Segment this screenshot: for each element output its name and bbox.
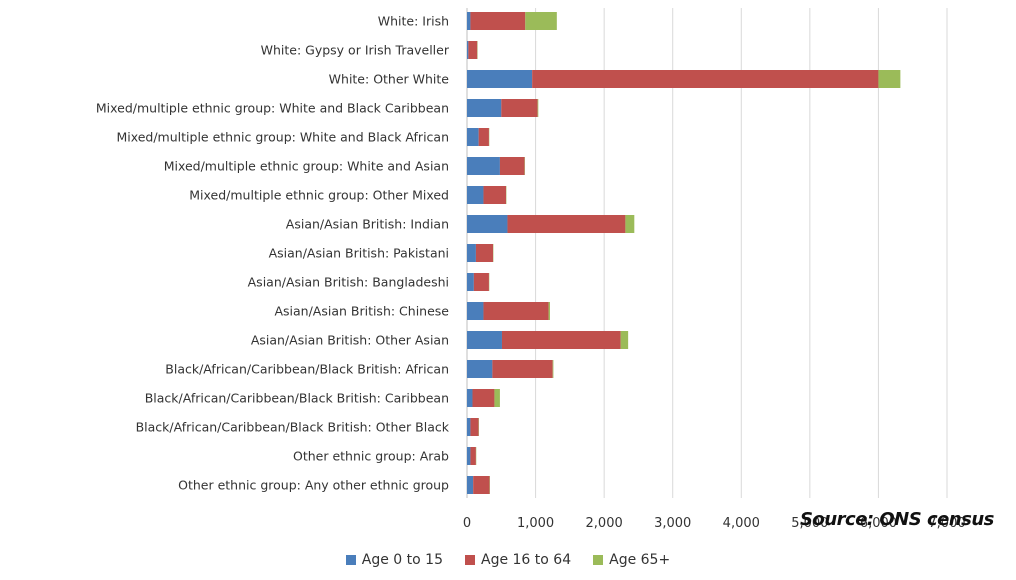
bar-segment [492,360,553,378]
bar-segment [499,157,525,175]
bar-segment [483,302,549,320]
bar-segment [552,360,554,378]
bar-segment [878,70,901,88]
chart: White: Irish White: Gypsy or Irish Travel… [96,8,966,531]
x-tick-label: 3,000 [654,516,691,531]
category-label: Asian/Asian British: Indian [286,217,449,232]
legend-swatch [593,555,604,565]
bar-segment [467,99,502,117]
legend-label: Age 65+ [609,552,671,568]
bar-segment [467,12,471,30]
bar-segment [473,273,489,291]
category-label: Asian/Asian British: Pakistani [269,246,449,261]
bar-segment [467,186,484,204]
bar-segment [467,70,533,88]
bar-segment [467,447,471,465]
bar-segment [467,302,484,320]
legend-swatch [345,555,356,565]
category-label: Black/African/Caribbean/Black British: C… [145,391,449,406]
x-tick-label: 4,000 [723,516,760,531]
category-label: Black/African/Caribbean/Black British: O… [136,420,450,435]
bar-segment [470,447,476,465]
x-tick-label: 7,000 [928,516,965,531]
x-tick-label: 2,000 [586,516,623,531]
bar-segment [625,215,635,233]
bars [467,12,901,494]
bar-segment [501,99,538,117]
bar-segment [507,215,626,233]
bar-segment [537,99,539,117]
category-label: Mixed/multiple ethnic group: White and A… [164,159,449,174]
x-tick-label: 0 [463,516,471,531]
bar-segment [467,244,476,262]
bar-segment [468,41,478,59]
category-label: Asian/Asian British: Bangladeshi [248,275,449,290]
bar-segment [467,41,469,59]
bar-segment [467,331,502,349]
bar-segment [467,360,493,378]
legend-item: Age 0 to 15 [345,552,443,568]
bar-segment [478,128,489,146]
bar-segment [467,273,474,291]
bar-segment [620,331,629,349]
category-label: Other ethnic group: Arab [293,449,449,464]
category-label: White: Gypsy or Irish Traveller [261,43,450,58]
legend: Age 0 to 15 Age 16 to 64 Age 65+ [0,552,1016,568]
legend-swatch [465,555,475,565]
bar-segment [475,244,494,262]
bar-segment [473,476,490,494]
bar-segment [467,128,479,146]
bar-segment [494,389,500,407]
bar-segment [483,186,507,204]
bar-segment [470,418,479,436]
x-tick-labels: 0 1,000 2,000 3,000 4,000 5,000 6,000 7,000 [463,516,966,531]
legend-label: Age 16 to 64 [481,552,572,568]
bar-segment [467,418,471,436]
bar-segment [532,70,879,88]
category-label: Asian/Asian British: Chinese [274,304,449,319]
bar-segment [548,302,550,320]
x-tick-label: 5,000 [791,516,828,531]
legend-label: Age 0 to 15 [361,552,443,568]
category-label: Asian/Asian British: Other Asian [251,333,449,348]
bar-segment [467,389,473,407]
category-label: White: Other White [329,72,450,87]
category-label: Mixed/multiple ethnic group: Other Mixed [189,188,449,203]
bar-segment [525,12,557,30]
bar-segment [501,331,621,349]
bar-segment [467,157,500,175]
x-tick-label: 1,000 [517,516,554,531]
category-label: Other ethnic group: Any other ethnic gro… [178,478,449,493]
grid-lines [466,8,948,498]
legend-item: Age 65+ [593,552,670,568]
x-tick-label: 6,000 [860,516,897,531]
bar-segment [467,476,474,494]
category-labels: White: Irish White: Gypsy or Irish Travel… [96,14,450,493]
bar-segment [467,215,508,233]
bar-segment [472,389,495,407]
category-label: Black/African/Caribbean/Black British: A… [165,362,449,377]
category-label: White: Irish [378,14,449,29]
source-note: Source: ONS census [800,509,994,530]
category-label: Mixed/multiple ethnic group: White and B… [116,130,449,145]
legend-item: Age 16 to 64 [465,552,571,568]
category-label: Mixed/multiple ethnic group: White and B… [96,101,449,116]
bar-segment [470,12,526,30]
